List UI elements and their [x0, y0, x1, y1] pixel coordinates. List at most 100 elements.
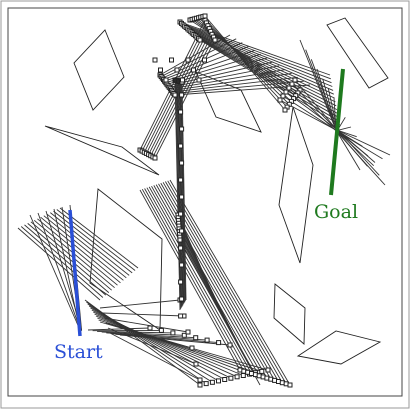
arm-link	[94, 313, 244, 376]
arm-link	[107, 327, 197, 365]
obstacle-wedge-left	[44, 125, 160, 176]
arm-link	[53, 210, 133, 274]
arm-link	[202, 16, 288, 108]
arm-link	[105, 322, 193, 349]
arm-link	[184, 25, 333, 87]
arm-joint	[209, 379, 215, 385]
arm-joint	[152, 155, 158, 161]
arm-link	[20, 226, 104, 298]
arm-joint	[277, 97, 283, 103]
arm-link	[155, 184, 268, 379]
arm-link	[195, 35, 338, 114]
arm-link	[143, 25, 209, 153]
arm-joint	[169, 57, 174, 63]
arm-link	[153, 185, 264, 378]
arm-joint	[240, 373, 246, 378]
arm-link	[87, 327, 151, 331]
arm-joint	[170, 330, 176, 336]
workspace-border	[7, 7, 403, 397]
arm-link	[141, 188, 245, 372]
arm-joint	[178, 109, 184, 115]
arm-link	[110, 333, 208, 341]
obstacle-diamond-bottom-right	[296, 330, 382, 365]
arm-link	[182, 24, 332, 84]
arm-link	[171, 73, 292, 91]
arm-link	[29, 214, 81, 331]
arm-link	[335, 130, 383, 160]
arm-joint	[280, 93, 286, 99]
arm-link	[109, 332, 201, 381]
arm-link	[37, 218, 118, 286]
arm-link	[95, 315, 250, 375]
arm-joint	[178, 245, 184, 251]
arm-joint	[185, 57, 191, 63]
arm-joint	[212, 37, 218, 43]
arm-joints	[137, 13, 303, 388]
arm-joint	[178, 313, 184, 319]
arm-joint	[286, 85, 292, 91]
arm-link	[175, 80, 182, 309]
arm-joint	[197, 382, 203, 388]
arm-link	[99, 299, 181, 309]
arm-joint	[152, 57, 158, 63]
arm-link	[17, 227, 101, 301]
arm-link	[172, 76, 298, 93]
arm-link	[27, 223, 110, 293]
arm-link	[335, 129, 361, 171]
arm-joint	[174, 67, 180, 73]
arm-joint	[202, 57, 207, 63]
arm-link	[30, 221, 112, 291]
arm-link	[93, 311, 238, 378]
arm-joint	[158, 67, 163, 73]
arm-joint	[181, 332, 187, 338]
obstacle-long-right	[278, 106, 314, 264]
arm-joint	[193, 361, 199, 367]
arm-joint	[202, 13, 208, 19]
arm-joint	[179, 228, 185, 234]
arm-link	[176, 80, 183, 307]
arm-link	[146, 187, 252, 374]
arm-link	[198, 17, 292, 102]
arm-link	[204, 15, 286, 111]
arm-joint	[265, 367, 271, 373]
goal-label: Goal	[314, 201, 358, 223]
arm-link	[167, 180, 287, 385]
arm-joint	[172, 92, 178, 98]
arm-link	[337, 129, 380, 176]
arm-link	[193, 34, 338, 110]
arm-joint	[189, 345, 195, 351]
arm-joint	[279, 380, 285, 386]
arm-joint	[196, 77, 202, 83]
arm-joint	[222, 377, 228, 382]
arm-joint	[228, 375, 234, 381]
arm-link	[186, 27, 334, 91]
arm-joint	[179, 92, 185, 98]
arm-link	[322, 78, 338, 131]
arm-link	[336, 130, 375, 167]
start-configuration	[68, 209, 82, 337]
arm-link	[37, 212, 82, 331]
arm-link	[53, 208, 81, 331]
arm-joint	[178, 211, 184, 217]
arm-link	[336, 129, 391, 156]
arm-joint	[180, 77, 185, 83]
arm-joint	[216, 378, 221, 384]
arm-link	[97, 317, 256, 374]
arm-joint	[179, 160, 185, 166]
arm-link	[179, 239, 261, 386]
arm-joint	[289, 81, 295, 87]
arm-link	[181, 22, 331, 80]
arm-joint	[283, 89, 289, 95]
arm-joint	[178, 279, 184, 285]
obstacle-diamond-top-left	[73, 29, 125, 111]
arm-joint	[177, 237, 183, 243]
arm-link	[198, 38, 340, 122]
goal-configuration	[329, 68, 345, 196]
arm-link	[200, 16, 290, 105]
arm-joint	[178, 143, 184, 149]
arm-link	[144, 188, 249, 373]
arm-joint	[216, 340, 222, 346]
arm-link	[141, 22, 207, 152]
arm-link	[176, 80, 182, 308]
